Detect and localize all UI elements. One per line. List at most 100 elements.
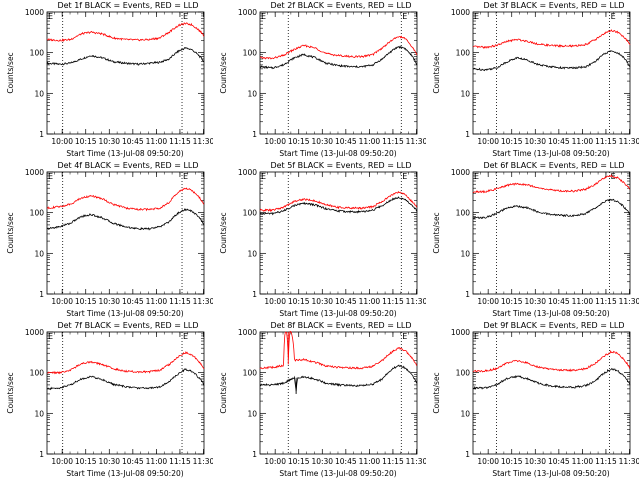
y-axis-label: Counts/sec — [432, 52, 441, 93]
y-tick-label: 1 — [39, 130, 44, 139]
detector-panel: Det 4f BLACK = Events, RED = LLD 1 10 100 10… — [0, 160, 213, 320]
x-tick-label: 11:15 — [595, 297, 617, 306]
events-series-line — [46, 208, 205, 231]
y-tick-label: 1 — [252, 290, 257, 299]
x-tick-label: 10:45 — [548, 137, 570, 146]
x-axis-label: Start Time (13-Jul-08 09:50:20) — [492, 309, 609, 318]
chart-title: Det 2f BLACK = Events, RED = LLD — [270, 1, 411, 10]
x-tick-label: 11:30 — [193, 457, 213, 466]
y-tick-label: 1 — [465, 450, 470, 459]
x-tick-label: 10:00 — [477, 297, 499, 306]
detector-panel: Det 3f BLACK = Events, RED = LLD 1 10 100 10… — [426, 0, 639, 160]
lld-series-line — [472, 174, 631, 194]
marker-label-left: E — [48, 12, 53, 21]
chart-svg: Det 6f BLACK = Events, RED = LLD 1 10 100 10… — [432, 161, 639, 318]
y-tick-label: 10 — [34, 89, 44, 98]
x-tick-label: 10:30 — [98, 297, 120, 306]
lld-series-line — [260, 35, 418, 60]
plot-frame — [259, 171, 418, 295]
y-tick-label: 1000 — [238, 8, 257, 17]
plot-frame — [46, 11, 205, 135]
x-tick-label: 11:15 — [595, 137, 617, 146]
x-tick-label: 11:15 — [169, 297, 191, 306]
y-axis-label: Counts/sec — [219, 372, 228, 413]
y-tick-label: 100 — [243, 209, 258, 218]
chart-title: Det 8f BLACK = Events, RED = LLD — [270, 321, 411, 330]
marker-label-left: E — [474, 12, 479, 21]
y-tick-label: 100 — [456, 369, 471, 378]
marker-label-right: E — [611, 332, 616, 341]
x-tick-label: 10:15 — [75, 457, 97, 466]
x-tick-label: 11:30 — [193, 137, 213, 146]
chart-svg: Det 5f BLACK = Events, RED = LLD 1 10 100 10… — [219, 161, 426, 318]
chart-svg: Det 9f BLACK = Events, RED = LLD 1 10 100 10… — [432, 321, 639, 478]
y-tick-label: 1000 — [451, 168, 470, 177]
events-series-line — [473, 50, 631, 72]
events-series-line — [46, 46, 205, 66]
x-tick-label: 11:00 — [146, 457, 168, 466]
chart-svg: Det 2f BLACK = Events, RED = LLD 1 10 100 10… — [219, 1, 426, 158]
plot-frame — [472, 331, 631, 455]
y-tick-label: 1000 — [25, 328, 44, 337]
x-tick-label: 10:45 — [335, 297, 357, 306]
x-tick-label: 11:00 — [359, 137, 381, 146]
marker-label-right: E — [611, 12, 616, 21]
events-series-line — [472, 198, 631, 220]
detector-panel: Det 8f BLACK = Events, RED = LLD 1 10 100 10… — [213, 320, 426, 480]
lld-series-line — [46, 187, 205, 212]
y-tick-label: 10 — [460, 249, 470, 258]
x-tick-label: 11:15 — [595, 457, 617, 466]
x-tick-label: 11:00 — [572, 457, 594, 466]
lld-series-line — [472, 29, 631, 50]
x-tick-label: 11:30 — [406, 457, 426, 466]
events-series-line — [47, 368, 205, 391]
detector-panel: Det 2f BLACK = Events, RED = LLD 1 10 100 10… — [213, 0, 426, 160]
y-tick-label: 1000 — [238, 328, 257, 337]
marker-label-left: E — [261, 12, 266, 21]
y-tick-label: 10 — [34, 409, 44, 418]
chart-svg: Det 7f BLACK = Events, RED = LLD 1 10 100 10… — [6, 321, 213, 478]
marker-label-left: E — [261, 332, 266, 341]
x-tick-label: 11:30 — [619, 137, 639, 146]
x-tick-label: 10:30 — [311, 457, 333, 466]
events-series-line — [259, 196, 418, 216]
x-tick-label: 10:15 — [75, 137, 97, 146]
x-axis-label: Start Time (13-Jul-08 09:50:20) — [66, 469, 183, 478]
y-tick-label: 1000 — [238, 168, 257, 177]
events-series-line — [260, 45, 418, 70]
y-tick-label: 10 — [247, 409, 257, 418]
y-tick-label: 100 — [243, 369, 258, 378]
x-tick-label: 11:30 — [193, 297, 213, 306]
x-tick-label: 10:45 — [335, 457, 357, 466]
x-tick-label: 11:00 — [572, 297, 594, 306]
y-axis-label: Counts/sec — [432, 212, 441, 253]
marker-label-left: E — [48, 172, 53, 181]
x-tick-label: 11:00 — [146, 297, 168, 306]
y-tick-label: 10 — [247, 249, 257, 258]
x-tick-label: 10:15 — [501, 457, 523, 466]
x-tick-label: 10:00 — [51, 137, 73, 146]
marker-label-left: E — [474, 172, 479, 181]
plot-frame — [259, 11, 418, 135]
x-tick-label: 10:15 — [501, 297, 523, 306]
marker-label-left: E — [261, 172, 266, 181]
plot-frame — [46, 171, 205, 295]
marker-label-right: E — [402, 332, 407, 341]
detector-panel: Det 7f BLACK = Events, RED = LLD 1 10 100 10… — [0, 320, 213, 480]
x-tick-label: 10:15 — [288, 137, 310, 146]
x-tick-label: 10:00 — [51, 457, 73, 466]
x-tick-label: 10:00 — [477, 457, 499, 466]
lld-series-line — [259, 190, 418, 213]
detector-panel: Det 5f BLACK = Events, RED = LLD 1 10 100 10… — [213, 160, 426, 320]
y-tick-label: 1000 — [25, 8, 44, 17]
x-tick-label: 11:30 — [406, 297, 426, 306]
x-tick-label: 11:30 — [619, 297, 639, 306]
x-tick-label: 10:00 — [264, 137, 286, 146]
y-tick-label: 100 — [243, 49, 258, 58]
plot-frame — [472, 171, 631, 295]
y-tick-label: 100 — [30, 209, 45, 218]
x-tick-label: 11:15 — [382, 297, 404, 306]
y-tick-label: 10 — [460, 409, 470, 418]
x-tick-label: 10:00 — [264, 457, 286, 466]
